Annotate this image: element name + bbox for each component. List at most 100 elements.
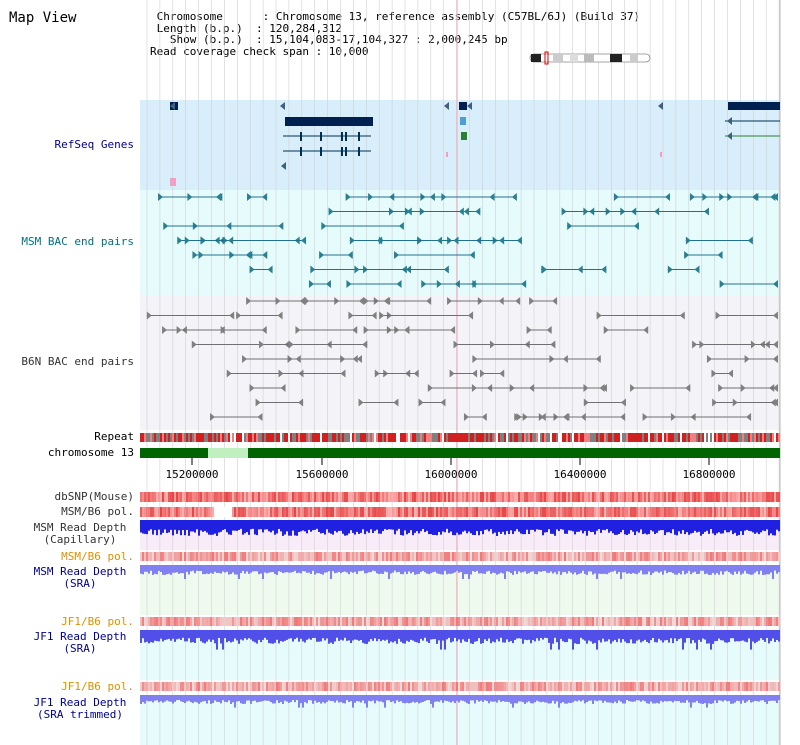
read-depth-bar bbox=[168, 695, 170, 702]
read-depth-bar bbox=[148, 565, 150, 574]
read-depth-bar bbox=[306, 630, 308, 640]
bac-end bbox=[633, 222, 639, 230]
repeat-segment bbox=[380, 433, 382, 442]
repeat-segment bbox=[698, 433, 700, 442]
read-depth-bar bbox=[264, 630, 266, 638]
read-depth-bar bbox=[274, 630, 276, 643]
polymorphism-cell bbox=[490, 617, 492, 626]
bac-end bbox=[596, 311, 602, 320]
repeat-segment bbox=[650, 433, 652, 442]
read-depth-bar bbox=[312, 520, 314, 531]
polymorphism-cell bbox=[416, 682, 418, 691]
polymorphism-cell bbox=[674, 492, 676, 502]
polymorphism-cell bbox=[450, 552, 452, 561]
polymorphism-cell bbox=[408, 617, 410, 626]
bac-end bbox=[249, 265, 255, 274]
refseq-track-label[interactable]: RefSeq Genes bbox=[54, 138, 134, 151]
polymorphism-cell bbox=[448, 507, 450, 517]
read-depth-bar bbox=[288, 630, 290, 639]
repeat-segment bbox=[616, 433, 618, 442]
polymorphism-cell bbox=[300, 617, 302, 626]
polymorphism-cell bbox=[704, 617, 706, 626]
polymorphism-cell bbox=[714, 617, 716, 626]
polymorphism-cell bbox=[496, 552, 498, 561]
polymorphism-cell bbox=[596, 682, 598, 691]
repeat-segment bbox=[654, 433, 656, 442]
repeat-segment bbox=[728, 433, 730, 442]
repeat-segment bbox=[762, 433, 764, 442]
read-depth-bar bbox=[388, 695, 390, 701]
polymorphism-cell bbox=[600, 682, 602, 691]
read-depth-bar bbox=[600, 695, 602, 701]
read-depth-bar bbox=[170, 695, 172, 702]
polymorphism-cell bbox=[208, 617, 210, 626]
polymorphism-cell bbox=[588, 617, 590, 626]
polymorphism-cell bbox=[178, 507, 180, 517]
read-depth-bar bbox=[276, 520, 278, 534]
polymorphism-cell bbox=[748, 617, 750, 626]
read-depth-bar bbox=[574, 565, 576, 573]
bac-end bbox=[418, 398, 424, 407]
polymorphism-cell bbox=[688, 552, 690, 561]
polymorphism-cell bbox=[248, 617, 250, 626]
polymorphism-cell bbox=[298, 492, 300, 502]
read-depth-bar bbox=[336, 565, 338, 573]
read-depth-bar bbox=[300, 565, 302, 574]
read-depth-bar bbox=[596, 520, 598, 531]
read-depth-bar bbox=[284, 565, 286, 573]
bac-end bbox=[750, 340, 756, 349]
bac-end bbox=[184, 236, 190, 245]
repeat-segment bbox=[684, 433, 686, 442]
polymorphism-cell bbox=[432, 492, 434, 502]
read-depth-bar bbox=[734, 565, 736, 572]
repeat-segment bbox=[416, 433, 418, 442]
read-depth-bar bbox=[436, 520, 438, 536]
polymorphism-cell bbox=[598, 507, 600, 517]
read-depth-bar bbox=[328, 695, 330, 701]
read-depth-bar bbox=[618, 565, 620, 572]
repeat-segment bbox=[156, 433, 158, 442]
polymorphism-cell bbox=[210, 507, 212, 517]
repeat-segment bbox=[532, 433, 534, 442]
read-depth-bar bbox=[438, 520, 440, 533]
polymorphism-cell bbox=[534, 682, 536, 691]
read-depth-bar bbox=[230, 565, 232, 575]
repeat-segment bbox=[606, 433, 608, 442]
polymorphism-cell bbox=[234, 682, 236, 691]
polymorphism-cell bbox=[562, 617, 564, 626]
polymorphism-cell bbox=[258, 492, 260, 502]
polymorphism-cell bbox=[444, 682, 446, 691]
b6n-bac-track-label[interactable]: B6N BAC end pairs bbox=[21, 355, 134, 368]
polymorphism-cell bbox=[408, 552, 410, 561]
polymorphism-cell bbox=[476, 507, 478, 517]
read-depth-bar bbox=[754, 630, 756, 644]
polymorphism-cell bbox=[416, 492, 418, 502]
read-depth-bar bbox=[140, 695, 142, 704]
read-depth-bar bbox=[536, 565, 538, 575]
polymorphism-cell bbox=[348, 492, 350, 502]
polymorphism-cell bbox=[674, 617, 676, 626]
polymorphism-cell bbox=[776, 552, 778, 561]
polymorphism-cell bbox=[326, 507, 328, 517]
polymorphism-cell bbox=[190, 682, 192, 691]
polymorphism-cell bbox=[672, 682, 674, 691]
msm-bac-track-label[interactable]: MSM BAC end pairs bbox=[21, 235, 134, 248]
polymorphism-cell bbox=[250, 552, 252, 561]
read-depth-bar bbox=[292, 520, 294, 531]
polymorphism-cell bbox=[342, 682, 344, 691]
polymorphism-cell bbox=[700, 617, 702, 626]
read-depth-bar bbox=[278, 520, 280, 529]
polymorphism-cell bbox=[698, 507, 700, 517]
bac-end bbox=[613, 193, 619, 201]
polymorphism-cell bbox=[660, 507, 662, 517]
read-depth-bar bbox=[602, 630, 604, 639]
read-depth-bar bbox=[580, 565, 582, 574]
polymorphism-cell bbox=[288, 507, 290, 517]
bac-end bbox=[567, 222, 573, 230]
read-depth-bar bbox=[642, 695, 644, 701]
bac-end bbox=[146, 311, 152, 320]
ideogram-band bbox=[553, 54, 563, 62]
read-depth-bar bbox=[208, 630, 210, 640]
read-depth-bar bbox=[572, 520, 574, 532]
